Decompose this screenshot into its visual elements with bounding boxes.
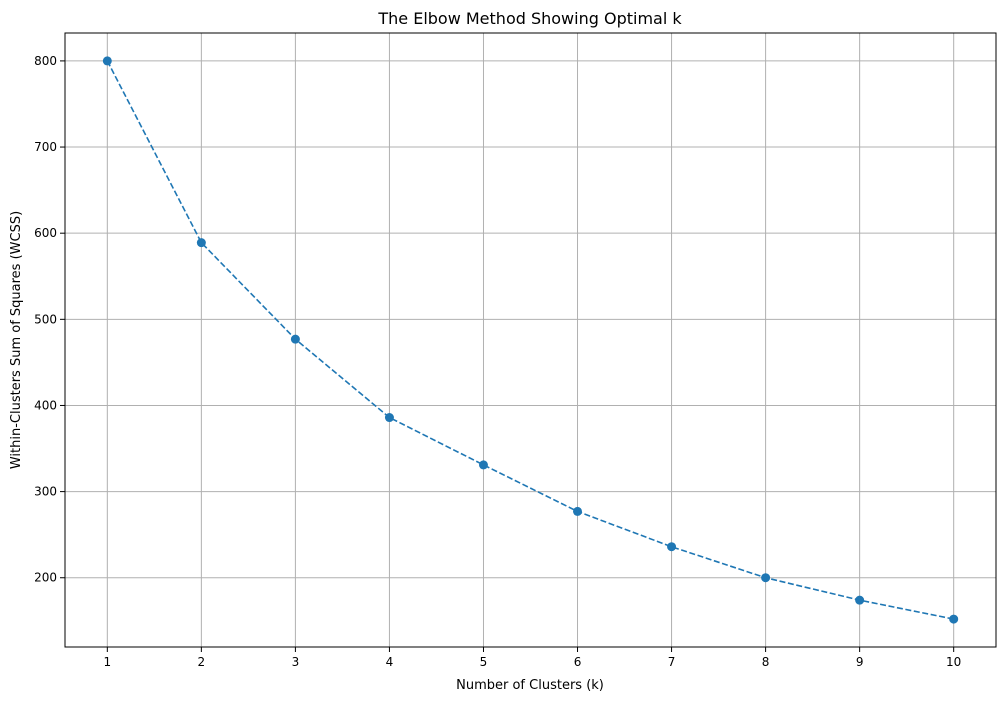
series-line (106, 60, 954, 620)
x-tick-label: 10 (946, 655, 961, 669)
data-point (855, 595, 865, 605)
x-tick-label: 3 (292, 655, 300, 669)
plot-frame (64, 32, 997, 648)
grid-lines (65, 33, 996, 647)
x-tick-label: 2 (198, 655, 206, 669)
x-tick-label: 4 (386, 655, 394, 669)
series-group (102, 56, 959, 624)
data-point (667, 542, 677, 552)
data-point (761, 573, 771, 583)
data-point (290, 334, 300, 344)
chart-title: The Elbow Method Showing Optimal k (377, 9, 682, 28)
data-point (478, 460, 488, 470)
x-tick-label: 1 (103, 655, 111, 669)
data-point (384, 413, 394, 423)
y-axis-label: Within-Clusters Sum of Squares (WCSS) (9, 211, 24, 469)
y-tick-label: 600 (34, 226, 57, 240)
y-tick-label: 400 (34, 398, 57, 412)
data-point (196, 238, 206, 248)
y-tick-label: 800 (34, 54, 57, 68)
data-point (102, 56, 112, 66)
axis-ticks: 1 2 3 4 5 6 7 8 9 10 200 300 400 500 600 700 800 (34, 54, 961, 669)
y-tick-label: 700 (34, 140, 57, 154)
x-tick-label: 5 (480, 655, 488, 669)
y-tick-label: 200 (34, 571, 57, 585)
x-tick-label: 9 (856, 655, 864, 669)
y-tick-label: 300 (34, 485, 57, 499)
data-point (573, 506, 583, 516)
data-point (949, 614, 959, 624)
x-tick-label: 7 (668, 655, 676, 669)
x-axis-label: Number of Clusters (k) (456, 678, 604, 693)
y-tick-label: 500 (34, 312, 57, 326)
x-tick-label: 8 (762, 655, 770, 669)
x-tick-label: 6 (574, 655, 582, 669)
